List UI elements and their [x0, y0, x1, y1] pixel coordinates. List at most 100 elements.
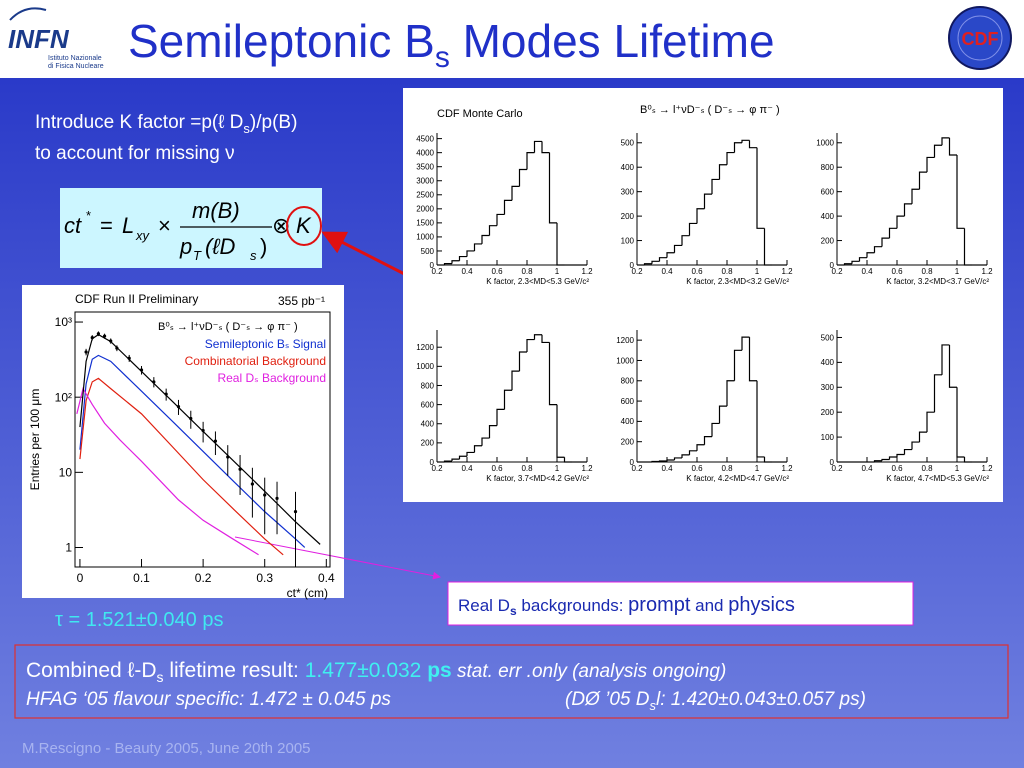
histogram-bin: [473, 445, 482, 453]
x-axis-label: K factor, 2.3<MD<3.2 GeV/c²: [686, 277, 789, 286]
slide-title: Semileptonic Bs Modes Lifetime: [128, 15, 775, 74]
title-sub: s: [435, 41, 450, 74]
histogram-bin: [651, 460, 660, 463]
title-part: Modes Lifetime: [450, 15, 775, 67]
histogram-bin: [556, 222, 565, 266]
result-unit: ps: [427, 659, 452, 682]
histogram-bin: [948, 137, 957, 156]
cdf-logo-ring: [957, 15, 1003, 61]
x-tick-label: 0.8: [521, 267, 533, 276]
x-tick-label: 1.2: [581, 267, 593, 276]
x-tick-label: 1: [755, 267, 760, 276]
curve: [79, 354, 306, 548]
formula-part: ct: [64, 213, 82, 238]
histogram-bin: [726, 151, 735, 165]
formula-part: (ℓD: [205, 234, 235, 259]
histogram-bin: [918, 171, 927, 190]
y-tick-label: 1200: [416, 343, 434, 352]
y-tick-label: 1000: [416, 233, 434, 242]
legend-entry: Semileptonic Bₛ Signal: [205, 337, 326, 351]
x-tick-label: 1: [955, 464, 960, 473]
y-tick-label: 2500: [416, 191, 434, 200]
magenta-arrow: [234, 536, 441, 580]
data-point: [263, 493, 267, 497]
intro-part: )/p(B): [250, 112, 298, 133]
callout-text: Real Ds backgrounds: prompt and physics: [458, 594, 795, 618]
x-tick-label: 0.1: [133, 571, 150, 585]
y-tick-label: 500: [821, 333, 835, 342]
histogram-bin: [496, 213, 505, 226]
data-point: [189, 416, 193, 421]
y-tick-label: 400: [821, 358, 835, 367]
y-tick-label: 100: [621, 236, 635, 245]
histogram-bin: [526, 338, 535, 352]
x-tick-label: 0.6: [491, 464, 503, 473]
intro-line: Introduce K factor =p(ℓ Ds)/p(B): [35, 112, 297, 136]
histogram-bin: [711, 178, 720, 195]
x-axis-label: K factor, 3.7<MD<4.2 GeV/c²: [486, 474, 589, 483]
x-tick-label: 0.2: [631, 464, 643, 473]
histogram-bin: [718, 164, 727, 180]
data-point: [96, 332, 101, 336]
result-part: HFAG ‘05 flavour specific: 1.472 ± 0.045…: [26, 689, 391, 710]
y-tick-label: 4500: [416, 134, 434, 143]
histogram-bin: [673, 457, 682, 460]
data-point: [115, 346, 119, 350]
data-point: [213, 439, 218, 443]
y-tick-label: 400: [821, 212, 835, 221]
y-tick-label: 0: [630, 261, 635, 270]
histogram-bin: [873, 246, 882, 253]
y-tick-label: 4000: [416, 148, 434, 157]
logo-arc: [9, 7, 47, 21]
intro-line: to account for missing ν: [35, 143, 235, 164]
chart-title: CDF Monte Carlo: [437, 108, 523, 120]
histogram-bin: [473, 243, 482, 251]
histogram-bin: [451, 260, 460, 264]
y-tick-label: 200: [821, 408, 835, 417]
x-axis-label: K factor, 2.3<MD<5.3 GeV/c²: [486, 277, 589, 286]
logo-sub: di Fisica Nucleare: [48, 63, 104, 70]
histogram-bin: [896, 215, 905, 229]
histogram-bin: [518, 168, 527, 187]
data-point: [293, 510, 298, 514]
x-tick-label: 0.2: [195, 571, 212, 585]
histogram-bin: [888, 227, 897, 239]
plot-area: [76, 331, 321, 567]
histogram-bin: [926, 156, 935, 173]
y-tick-label: 800: [421, 381, 435, 390]
histogram-bin: [458, 255, 467, 261]
x-tick-label: 0.8: [921, 267, 933, 276]
x-tick-label: 0.4: [318, 571, 335, 585]
histogram-bin: [851, 260, 860, 264]
data-point: [164, 392, 168, 396]
data-point: [109, 339, 113, 343]
x-tick-label: 0.4: [461, 267, 473, 276]
mc-panel: [403, 88, 1003, 502]
histogram-bin: [956, 155, 965, 229]
x-tick-label: 0.2: [831, 464, 843, 473]
data-point: [226, 455, 230, 459]
histogram-bin: [541, 141, 550, 154]
x-tick-label: 1: [955, 267, 960, 276]
x-tick-label: 0.8: [521, 464, 533, 473]
y-tick-label: 300: [821, 383, 835, 392]
decay-label: B⁰ₛ → l⁺νD⁻ₛ ( D⁻ₛ → φ π⁻ ): [158, 321, 298, 333]
histogram-bin: [748, 140, 757, 149]
y-tick-label: 800: [821, 163, 835, 172]
y-tick-label: 1000: [816, 139, 834, 148]
histogram-bin: [658, 460, 667, 462]
y-tick-label: 0: [830, 458, 835, 467]
histogram-bin: [443, 262, 452, 265]
callout-part: and: [690, 596, 728, 615]
chart-title: B⁰ₛ → l⁺νD⁻ₛ ( D⁻ₛ → φ π⁻ ): [640, 104, 780, 116]
histogram-bin: [933, 374, 942, 413]
chart-title: CDF Run II Preliminary: [75, 292, 198, 306]
result-sub: s: [157, 669, 164, 685]
y-tick-label: 1500: [416, 219, 434, 228]
formula-part: ⊗: [272, 213, 290, 238]
y-tick-label: 10: [59, 466, 73, 480]
y-tick-label: 300: [621, 187, 635, 196]
y-tick-label: 10³: [55, 315, 72, 329]
